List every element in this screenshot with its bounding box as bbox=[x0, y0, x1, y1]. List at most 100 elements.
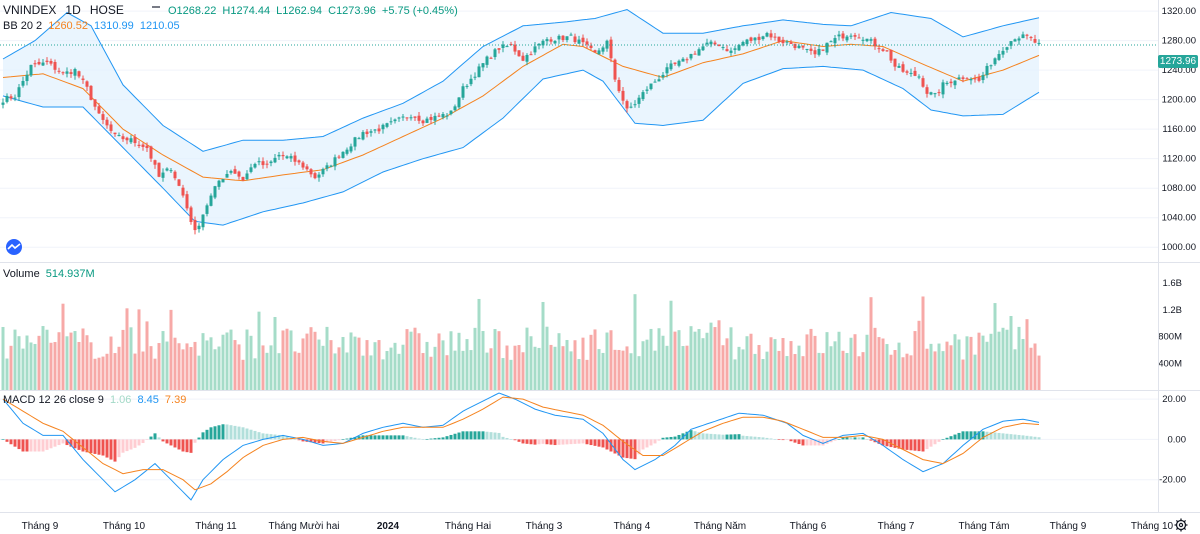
candle bbox=[313, 171, 317, 180]
macd-histogram-bar bbox=[229, 425, 233, 440]
interval[interactable]: 1D bbox=[65, 3, 81, 17]
symbol-name[interactable]: VNINDEX bbox=[3, 3, 57, 17]
macd-histogram-bar bbox=[209, 427, 213, 440]
volume-bar bbox=[729, 327, 733, 390]
collapse-legend-icon[interactable] bbox=[150, 2, 162, 12]
candle bbox=[209, 193, 213, 207]
volume-bar bbox=[933, 351, 937, 390]
price-axis[interactable]: 1000.00 1040.00 1080.00 1120.00 1160.00 1200.… bbox=[1162, 6, 1196, 253]
candle-body bbox=[273, 157, 277, 163]
candle bbox=[213, 185, 217, 200]
macd-histogram-bar bbox=[925, 439, 929, 450]
candle-body bbox=[609, 39, 613, 59]
volume-bar bbox=[73, 331, 77, 390]
macd-histogram-bar bbox=[357, 436, 361, 440]
macd-histogram-bar bbox=[117, 439, 121, 458]
macd-histogram-bar bbox=[253, 430, 257, 440]
volume-axis[interactable]: 400M 800M 1.2B 1.6B bbox=[1158, 278, 1182, 369]
volume-bar bbox=[237, 344, 241, 390]
exchange: HOSE bbox=[89, 3, 124, 17]
volume-tick-label: 400M bbox=[1158, 358, 1182, 369]
candle bbox=[801, 45, 805, 50]
candle-body bbox=[249, 167, 253, 172]
volume-bar bbox=[945, 341, 949, 390]
volume-pane[interactable]: 400M 800M 1.2B 1.6B bbox=[1, 278, 1183, 390]
macd-histogram-bar bbox=[461, 431, 465, 440]
macd-axis[interactable]: -20.00 0.00 20.00 bbox=[1159, 394, 1186, 486]
volume-bar bbox=[529, 336, 533, 390]
candle-body bbox=[429, 117, 433, 120]
volume-bar bbox=[805, 334, 809, 390]
price-pane[interactable]: 1000.00 1040.00 1080.00 1120.00 1160.00 1200.… bbox=[0, 6, 1196, 253]
candle bbox=[445, 113, 449, 120]
volume-legend[interactable]: Volume 514.937M bbox=[3, 267, 98, 281]
bb-legend[interactable]: BB 20 2 1260.52 1310.99 1210.05 bbox=[3, 19, 183, 33]
macd-histogram-bar bbox=[565, 439, 569, 445]
candle bbox=[885, 49, 889, 52]
volume-bar bbox=[217, 346, 221, 390]
candle bbox=[709, 39, 713, 48]
macd-histogram-bar bbox=[193, 439, 197, 443]
volume-bar bbox=[801, 356, 805, 390]
candle-body bbox=[921, 78, 925, 87]
macd-histogram-bar bbox=[641, 439, 645, 450]
macd-histogram-bar bbox=[185, 439, 189, 453]
macd-histogram-bar bbox=[745, 436, 749, 440]
macd-histogram-bar bbox=[1025, 435, 1029, 440]
candle-body bbox=[697, 49, 701, 56]
candle bbox=[765, 31, 769, 38]
volume-bar bbox=[1013, 349, 1017, 390]
macd-histogram-bar bbox=[769, 438, 773, 440]
volume-bar bbox=[861, 352, 865, 390]
volume-bar bbox=[1029, 347, 1033, 390]
candle bbox=[789, 39, 793, 45]
candle bbox=[485, 55, 489, 68]
candle bbox=[317, 172, 321, 182]
candle bbox=[917, 74, 921, 80]
macd-histogram-bar bbox=[901, 439, 905, 450]
candle-body bbox=[945, 82, 949, 84]
tradingview-logo-icon[interactable] bbox=[4, 239, 24, 255]
candle-body bbox=[829, 41, 833, 43]
candle-body bbox=[765, 32, 769, 37]
macd-histogram-bar bbox=[201, 432, 205, 440]
candle bbox=[1005, 46, 1009, 53]
candle bbox=[21, 76, 25, 88]
candle-body bbox=[445, 115, 449, 117]
candle-body bbox=[637, 97, 641, 104]
macd-histogram-bar bbox=[737, 434, 741, 440]
macd-histogram-bar bbox=[437, 437, 441, 440]
macd-histogram-bar bbox=[53, 439, 57, 447]
volume-bar bbox=[253, 358, 257, 390]
gear-icon[interactable] bbox=[1174, 518, 1188, 532]
volume-bar bbox=[645, 339, 649, 390]
candle bbox=[649, 83, 653, 91]
candle bbox=[849, 33, 853, 40]
volume-bar bbox=[257, 311, 261, 390]
volume-bar bbox=[477, 298, 481, 390]
macd-pane[interactable]: -20.00 0.00 20.00 bbox=[0, 392, 1186, 501]
macd-histogram-bar bbox=[829, 439, 833, 443]
volume-bar bbox=[757, 344, 761, 390]
macd-histogram-bar bbox=[313, 439, 317, 443]
macd-histogram-bar bbox=[785, 439, 789, 440]
candle bbox=[625, 99, 629, 113]
macd-legend[interactable]: MACD 12 26 close 9 1.06 8.45 7.39 bbox=[3, 393, 189, 407]
candle bbox=[501, 41, 505, 53]
volume-bar bbox=[357, 337, 361, 390]
macd-histogram-bar bbox=[509, 439, 513, 440]
volume-bar bbox=[1021, 339, 1025, 390]
volume-bar bbox=[61, 303, 65, 390]
volume-bar bbox=[677, 330, 681, 390]
volume-bar bbox=[593, 329, 597, 390]
candle bbox=[729, 47, 733, 56]
candle-body bbox=[121, 136, 125, 140]
time-axis[interactable]: Tháng 9 Tháng 10 Tháng 11 Tháng Mười hai 202… bbox=[22, 521, 1200, 532]
macd-histogram-bar bbox=[101, 439, 105, 456]
macd-histogram-bar bbox=[933, 439, 937, 445]
macd-histogram-bar bbox=[281, 435, 285, 440]
volume-bar bbox=[117, 346, 121, 390]
candle bbox=[493, 47, 497, 60]
candle bbox=[397, 116, 401, 122]
